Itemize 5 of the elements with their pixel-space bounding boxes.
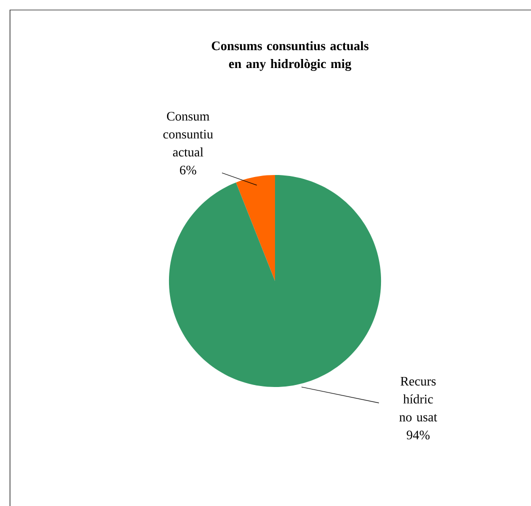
chart-title: Consums consuntius actuals en any hidrològic mig xyxy=(212,41,368,71)
slice-label: Consum consuntiu actual xyxy=(163,112,213,156)
slice-label: Recurs hídric no usat xyxy=(399,376,438,422)
data-label: 6% xyxy=(180,166,196,174)
data-label: 94% xyxy=(406,430,430,440)
